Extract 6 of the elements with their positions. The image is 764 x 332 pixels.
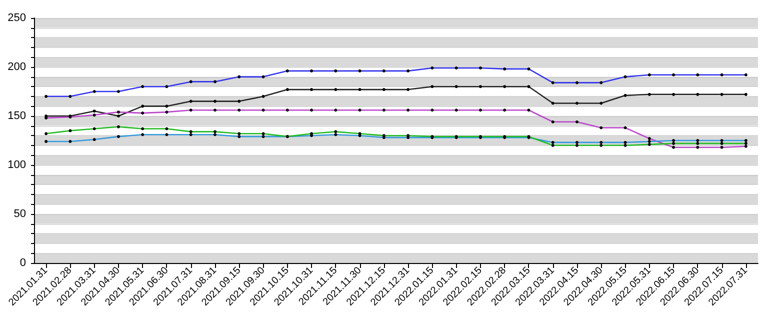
y-tick-label: 100 [8,159,26,171]
y-tick-label: 250 [8,12,26,24]
y-tick-label: 200 [8,61,26,73]
y-tick-label: 150 [8,110,26,122]
y-tick-label: 0 [20,257,26,269]
y-tick-label: 50 [14,208,26,220]
